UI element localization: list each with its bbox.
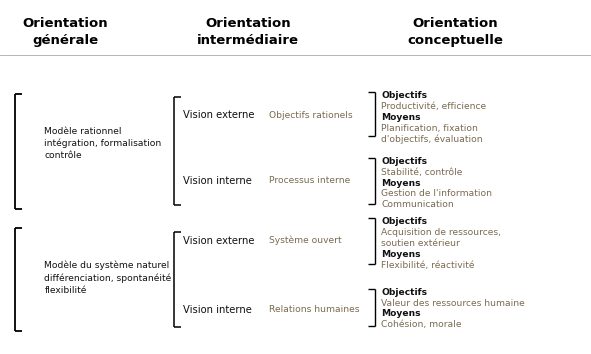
Text: d'objectifs, évaluation: d'objectifs, évaluation <box>381 135 483 144</box>
Text: intermédiaire: intermédiaire <box>197 34 299 47</box>
Text: Orientation: Orientation <box>22 17 108 29</box>
Text: Vision interne: Vision interne <box>183 176 252 185</box>
Text: différenciation, spontanéité: différenciation, spontanéité <box>44 273 171 282</box>
Text: Objectifs: Objectifs <box>381 287 427 297</box>
Text: Flexibilité, réactivité: Flexibilité, réactivité <box>381 261 475 270</box>
Text: Communication: Communication <box>381 200 454 210</box>
Text: Objectifs: Objectifs <box>381 91 427 100</box>
Text: Moyens: Moyens <box>381 309 421 319</box>
Text: Modèle rationnel: Modèle rationnel <box>44 127 122 136</box>
Text: flexibilité: flexibilité <box>44 286 87 295</box>
Text: générale: générale <box>32 34 98 47</box>
Text: Vision externe: Vision externe <box>183 236 255 246</box>
Text: Modèle du système naturel: Modèle du système naturel <box>44 261 170 270</box>
Text: intégration, formalisation: intégration, formalisation <box>44 139 161 148</box>
Text: conceptuelle: conceptuelle <box>407 34 503 47</box>
Text: Vision interne: Vision interne <box>183 305 252 315</box>
Text: Moyens: Moyens <box>381 178 421 188</box>
Text: Acquisition de ressources,: Acquisition de ressources, <box>381 228 501 237</box>
Text: Cohésion, morale: Cohésion, morale <box>381 320 462 330</box>
Text: contrôle: contrôle <box>44 151 82 160</box>
Text: Objectifs: Objectifs <box>381 156 427 166</box>
Text: Planification, fixation: Planification, fixation <box>381 124 478 133</box>
Text: Productivité, efficience: Productivité, efficience <box>381 102 486 111</box>
Text: Objectifs rationels: Objectifs rationels <box>269 110 352 120</box>
Text: Orientation: Orientation <box>413 17 498 29</box>
Text: Valeur des ressources humaine: Valeur des ressources humaine <box>381 298 525 308</box>
Text: Relations humaines: Relations humaines <box>269 305 359 314</box>
Text: Stabilité, contrôle: Stabilité, contrôle <box>381 167 463 177</box>
Text: Moyens: Moyens <box>381 113 421 122</box>
Text: Objectifs: Objectifs <box>381 217 427 226</box>
Text: Vision externe: Vision externe <box>183 110 255 120</box>
Text: Processus interne: Processus interne <box>269 176 350 185</box>
Text: Gestion de l'information: Gestion de l'information <box>381 189 492 199</box>
Text: Orientation: Orientation <box>206 17 291 29</box>
Text: Moyens: Moyens <box>381 250 421 259</box>
Text: soutien extérieur: soutien extérieur <box>381 239 460 248</box>
Text: Système ouvert: Système ouvert <box>269 236 342 245</box>
